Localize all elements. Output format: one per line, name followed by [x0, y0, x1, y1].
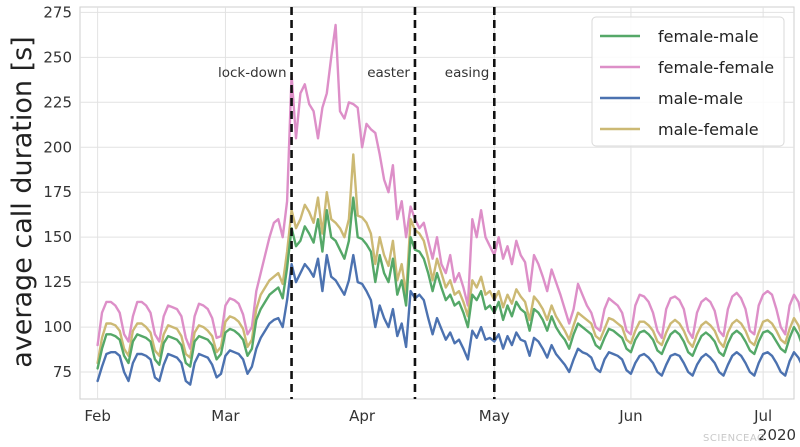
y-tick-label: 175 [43, 183, 72, 201]
x-tick-label: May [479, 407, 510, 425]
x-axis-tick-labels: Feb Mar Apr May Jun Jul [84, 407, 772, 425]
y-tick-label: 100 [43, 318, 72, 336]
x-tick-label: Feb [84, 407, 111, 425]
x-tick-label: Apr [349, 407, 376, 425]
legend-items: female-male female-female male-male male-fe… [600, 27, 774, 139]
legend-label-male-male: male-male [658, 89, 743, 108]
y-tick-label: 200 [43, 138, 72, 156]
series-line-female-female [96, 23, 800, 350]
legend: female-male female-female male-male male-fe… [591, 16, 785, 147]
series-line-female-male [96, 196, 800, 370]
y-tick-label: 125 [43, 273, 72, 291]
x-axis-year-label: 2020 [758, 426, 796, 444]
x-tick-label: Jul [753, 407, 772, 425]
x-tick-label: Mar [211, 407, 240, 425]
legend-box [591, 16, 785, 147]
event-label-easter: easter [367, 65, 410, 81]
event-label-easing: easing [445, 65, 490, 81]
y-tick-label: 225 [43, 93, 72, 111]
y-tick-label: 250 [43, 48, 72, 66]
series-lines [96, 23, 800, 386]
watermark-text: SCIENCEAG [703, 433, 765, 444]
y-axis-label: average call duration [s] [7, 36, 38, 367]
legend-label-female-female: female-female [658, 58, 774, 77]
event-lines: lock-down easter easing [218, 7, 496, 399]
legend-label-male-female: male-female [658, 120, 759, 139]
legend-label-female-male: female-male [658, 27, 759, 46]
event-label-lock-down: lock-down [218, 65, 287, 81]
y-tick-label: 75 [53, 363, 72, 381]
y-tick-label: 150 [43, 228, 72, 246]
y-axis-tick-labels: 75 100 125 150 175 200 225 250 275 [43, 3, 72, 381]
x-tick-label: Jun [618, 407, 642, 425]
series-line-male-male [96, 253, 800, 386]
y-tick-label: 275 [43, 3, 72, 21]
series-line-male-female [96, 153, 800, 365]
